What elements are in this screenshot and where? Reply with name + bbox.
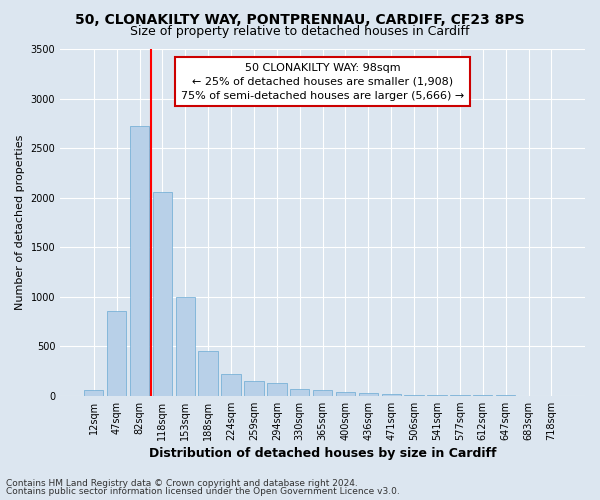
Bar [84,390,103,396]
Bar [199,351,218,396]
Bar [176,296,195,396]
Bar [336,392,355,396]
Text: Contains HM Land Registry data © Crown copyright and database right 2024.: Contains HM Land Registry data © Crown c… [6,478,358,488]
Bar [107,312,127,396]
Text: Contains public sector information licensed under the Open Government Licence v3: Contains public sector information licen… [6,487,400,496]
Text: 50 CLONAKILTY WAY: 98sqm
← 25% of detached houses are smaller (1,908)
75% of sem: 50 CLONAKILTY WAY: 98sqm ← 25% of detach… [181,63,464,101]
Bar [152,192,172,396]
Y-axis label: Number of detached properties: Number of detached properties [15,134,25,310]
Bar [221,374,241,396]
Bar [244,381,263,396]
Bar [130,126,149,396]
Bar [290,390,310,396]
X-axis label: Distribution of detached houses by size in Cardiff: Distribution of detached houses by size … [149,447,496,460]
Bar [404,394,424,396]
Bar [267,383,287,396]
Text: Size of property relative to detached houses in Cardiff: Size of property relative to detached ho… [130,25,470,38]
Bar [359,393,378,396]
Bar [382,394,401,396]
Bar [313,390,332,396]
Text: 50, CLONAKILTY WAY, PONTPRENNAU, CARDIFF, CF23 8PS: 50, CLONAKILTY WAY, PONTPRENNAU, CARDIFF… [75,12,525,26]
